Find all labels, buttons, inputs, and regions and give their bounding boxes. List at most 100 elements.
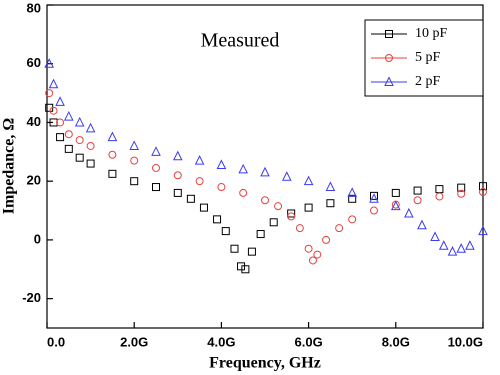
data-point (390, 200, 401, 211)
data-point (237, 262, 246, 271)
y-tick-label: -20 (22, 290, 41, 305)
data-point (435, 192, 444, 201)
y-axis-label: Impedance, Ω (1, 118, 18, 215)
data-point (325, 181, 336, 192)
legend-marker (385, 30, 393, 38)
data-point (326, 199, 335, 208)
data-point (107, 131, 118, 142)
data-point (322, 235, 331, 244)
data-point (199, 203, 208, 212)
data-point (417, 219, 427, 230)
x-tick-label: 4.0G (207, 334, 235, 349)
data-point (457, 189, 466, 198)
y-tick-label: 40 (27, 114, 41, 129)
data-point (56, 118, 65, 127)
x-tick-label: 0.0 (47, 334, 65, 349)
data-point (413, 186, 422, 195)
data-point (173, 188, 182, 197)
legend-text: 2 pF (415, 74, 441, 89)
x-tick-label: 6.0G (295, 334, 323, 349)
data-point (172, 150, 183, 161)
y-tick-label: 80 (27, 0, 41, 15)
y-tick-label: 20 (27, 173, 41, 188)
data-point (274, 202, 283, 211)
data-point (108, 150, 117, 159)
data-point (173, 171, 182, 180)
data-point (239, 188, 248, 197)
data-point (370, 191, 378, 200)
data-point (56, 133, 65, 142)
data-point (370, 206, 378, 215)
data-point (478, 225, 488, 236)
legend-marker (385, 54, 393, 62)
data-point (216, 159, 227, 170)
data-point (308, 256, 317, 265)
data-point (63, 110, 74, 121)
data-point (86, 159, 95, 168)
data-point (186, 194, 195, 203)
y-tick-label: 60 (27, 55, 41, 70)
data-point (465, 240, 475, 250)
data-point (438, 240, 449, 250)
data-point (247, 247, 256, 256)
data-point (152, 183, 160, 192)
data-point (75, 153, 84, 162)
y-tick-label: 0 (34, 231, 41, 246)
data-point (86, 141, 95, 150)
data-point (45, 89, 54, 98)
data-point (457, 183, 466, 192)
data-point (348, 215, 357, 224)
data-point (49, 106, 58, 115)
data-point (213, 215, 222, 224)
data-point (64, 144, 73, 153)
data-point (304, 244, 313, 253)
data-point (335, 224, 344, 233)
data-point (404, 207, 414, 218)
data-point (64, 130, 73, 139)
data-point (75, 136, 84, 145)
data-point (55, 96, 65, 106)
data-point (195, 177, 204, 186)
data-point (221, 227, 230, 236)
plot-frame (46, 4, 484, 329)
data-point (369, 193, 379, 203)
data-point (194, 155, 205, 165)
x-tick-label: 2.0G (120, 334, 148, 349)
data-point (129, 140, 140, 150)
data-point (313, 250, 322, 259)
data-point (479, 182, 487, 191)
data-point (108, 169, 117, 178)
data-point (238, 163, 249, 174)
data-point (260, 166, 270, 177)
data-point (48, 78, 59, 89)
data-point (435, 185, 444, 194)
data-point (85, 122, 96, 133)
x-tick-label: 8.0G (382, 334, 410, 349)
data-point (130, 177, 139, 186)
data-point (241, 265, 250, 274)
data-point (303, 175, 314, 186)
data-point (152, 163, 160, 172)
data-point (44, 58, 54, 68)
data-point (256, 230, 265, 239)
data-point (287, 209, 296, 218)
data-point (287, 212, 296, 221)
data-point (269, 218, 278, 227)
data-point (151, 146, 161, 156)
legend-text: 5 pF (415, 50, 441, 65)
data-point (281, 171, 292, 181)
data-point (304, 203, 313, 212)
data-point (74, 116, 85, 127)
data-point (217, 183, 226, 192)
x-tick-label: 10.0G (448, 334, 483, 349)
data-point (456, 243, 467, 253)
data-point (295, 224, 304, 233)
data-point (348, 194, 357, 203)
data-point (130, 156, 139, 165)
data-point (391, 188, 400, 197)
data-point (430, 231, 440, 241)
data-point (261, 196, 269, 205)
data-point (230, 244, 239, 253)
legend-text: 10 pF (415, 26, 448, 41)
